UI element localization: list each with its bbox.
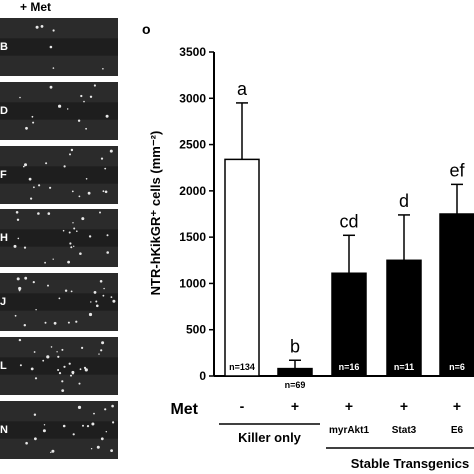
panel-letter: H xyxy=(0,232,8,244)
met-sign: - xyxy=(240,398,245,414)
micrograph-image xyxy=(0,146,118,204)
n-label: n=134 xyxy=(229,362,255,372)
left-panels-header: + Met xyxy=(20,0,52,14)
significance-letter: a xyxy=(237,79,248,99)
panel-letter: N xyxy=(0,424,8,436)
panel-letter: L xyxy=(0,360,7,372)
n-label: n=69 xyxy=(285,380,306,390)
significance-letter: d xyxy=(399,191,409,211)
met-sign: + xyxy=(400,398,408,414)
micrograph-image xyxy=(0,209,118,267)
group-sub-label: E6 xyxy=(451,425,464,436)
micrograph-panel: N xyxy=(0,401,118,459)
micrograph-panel: J xyxy=(0,273,118,331)
y-tick-label: 3500 xyxy=(179,45,206,59)
y-tick-label: 3000 xyxy=(179,91,206,105)
met-row-label: Met xyxy=(170,401,198,418)
significance-letter: ef xyxy=(449,160,465,180)
group-sub-label: myrAkt1 xyxy=(329,425,369,436)
significance-letter: cd xyxy=(339,211,358,231)
micrograph-panel: H xyxy=(0,209,118,267)
group-label: Stable Transgenics xyxy=(351,456,470,471)
y-tick-label: 2500 xyxy=(179,138,206,152)
group-label: Killer only xyxy=(238,430,302,445)
bar xyxy=(331,272,367,377)
bar xyxy=(224,158,260,377)
panel-letter: D xyxy=(0,105,8,117)
panel-letter: B xyxy=(0,41,8,53)
bar xyxy=(386,259,422,377)
met-sign: + xyxy=(291,398,299,414)
n-label: n=11 xyxy=(394,362,414,372)
y-axis-label: NTR-hKikGR⁺ cells (mm⁻²) xyxy=(148,131,163,296)
micrograph-panel: L xyxy=(0,337,118,395)
y-tick-label: 0 xyxy=(199,369,206,383)
micrograph-image xyxy=(0,273,118,331)
bar xyxy=(277,367,313,377)
panel-label: o xyxy=(142,21,151,37)
met-sign: + xyxy=(345,398,353,414)
n-label: n=16 xyxy=(339,362,360,372)
micrograph-panel: D xyxy=(0,82,118,140)
y-tick-label: 2000 xyxy=(179,184,206,198)
bar xyxy=(439,213,474,377)
n-label: n=6 xyxy=(449,362,465,372)
significance-letter: b xyxy=(290,336,300,356)
micrograph-image xyxy=(0,401,118,459)
micrograph-image xyxy=(0,18,118,76)
panel-letter: J xyxy=(0,296,7,308)
met-sign: + xyxy=(453,398,461,414)
micrograph-image xyxy=(0,337,118,395)
micrograph-panel: F xyxy=(0,146,118,204)
y-tick-label: 1000 xyxy=(179,276,206,290)
micrograph-image xyxy=(0,82,118,140)
y-tick-label: 500 xyxy=(186,323,206,337)
y-tick-label: 1500 xyxy=(179,230,206,244)
panel-letter: F xyxy=(0,169,7,181)
micrograph-panel: B xyxy=(0,18,118,76)
group-sub-label: Stat3 xyxy=(392,425,417,436)
